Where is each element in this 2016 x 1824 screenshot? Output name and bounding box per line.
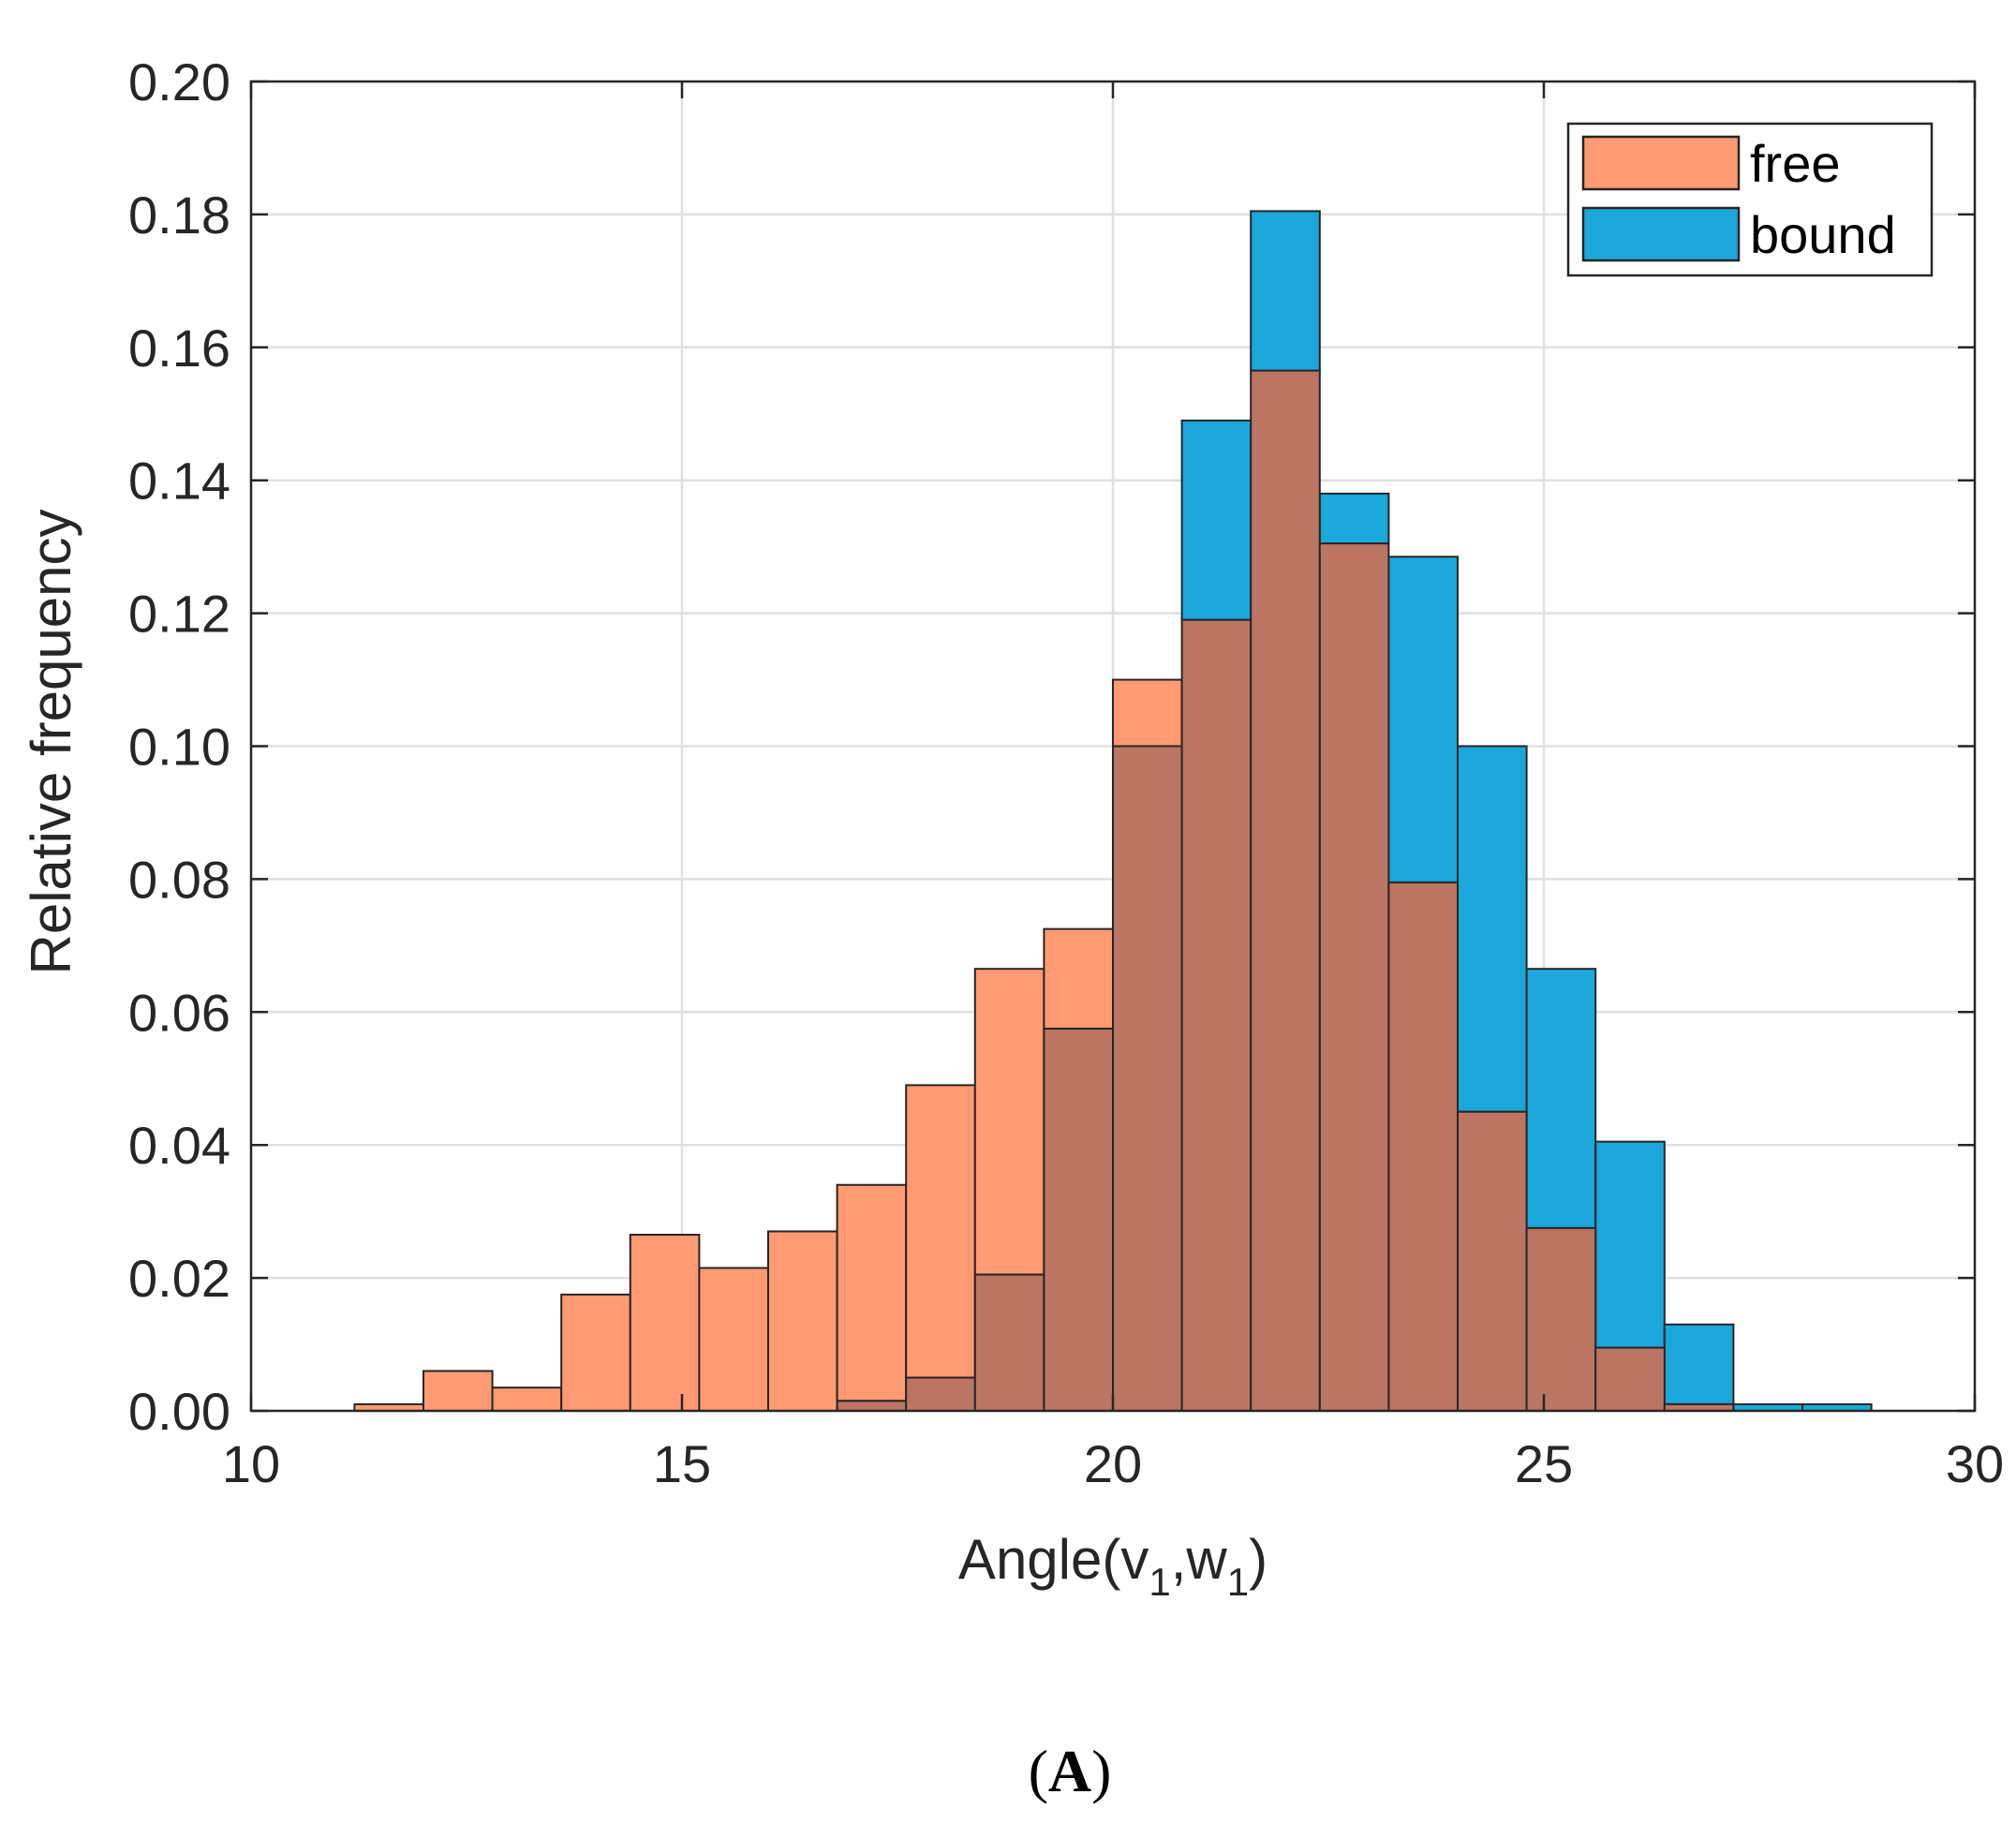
x-tick-label: 25	[1515, 1434, 1573, 1493]
x-tick-labels: 10 15 20 25 30	[222, 1434, 2004, 1493]
bound-bar	[1250, 210, 1321, 372]
x-axis-title: Angle(v1,w1)	[958, 1528, 1267, 1604]
y-tick-label: 0.18	[128, 185, 230, 245]
legend: free bound	[1566, 122, 1934, 277]
legend-swatch-bound	[1581, 206, 1741, 262]
panel-label: (A)	[1029, 1738, 1112, 1804]
free-bar	[1112, 678, 1183, 748]
overlap-bar	[1594, 1346, 1666, 1413]
bound-bar	[1180, 419, 1253, 621]
y-tick-label: 0.08	[128, 850, 230, 909]
plot-frame	[249, 80, 1977, 1413]
overlap-bar	[973, 1273, 1045, 1412]
overlap-bar	[1457, 1110, 1528, 1412]
y-tick-label: 0.00	[128, 1382, 230, 1441]
bound-bar	[1594, 1140, 1666, 1349]
overlap-bar	[836, 1400, 908, 1413]
free-bar	[1043, 927, 1115, 1031]
overlap-bars	[836, 369, 1735, 1413]
free-bar	[422, 1370, 494, 1413]
legend-label-free: free	[1750, 134, 1841, 193]
bound-bar	[1387, 556, 1460, 883]
bound-bar	[1663, 1323, 1735, 1405]
bound-series-bars	[1180, 210, 1873, 1413]
x-tick-label: 15	[653, 1434, 711, 1493]
free-bar	[560, 1293, 631, 1413]
legend-label-bound: bound	[1750, 205, 1896, 264]
x-tick-label: 30	[1946, 1434, 2004, 1493]
overlap-bar	[1250, 369, 1321, 1413]
free-bar	[629, 1233, 701, 1413]
legend-swatch-free	[1581, 135, 1741, 191]
free-bar	[905, 1084, 976, 1379]
y-tick-label: 0.06	[128, 983, 230, 1042]
y-tick-labels: 0.00 0.02 0.04 0.06 0.08 0.10 0.12 0.14 0.16 0.18…	[128, 52, 230, 1441]
free-series-bars	[353, 678, 1183, 1413]
y-tick-label: 0.20	[128, 52, 230, 111]
bound-bar	[1457, 745, 1528, 1113]
x-tick-label: 10	[222, 1434, 280, 1493]
y-tick-label: 0.02	[128, 1249, 230, 1308]
y-tick-label: 0.12	[128, 585, 230, 644]
free-bar	[973, 968, 1045, 1276]
bound-bar	[1318, 492, 1390, 545]
y-axis-title: Relative frequency	[20, 510, 82, 975]
overlap-bar	[1180, 618, 1253, 1412]
overlap-bar	[905, 1376, 976, 1413]
y-tick-label: 0.16	[128, 319, 230, 378]
free-bar	[698, 1267, 770, 1413]
overlap-bar	[1318, 542, 1390, 1412]
axes-frame	[249, 80, 1977, 1413]
free-bar	[491, 1387, 563, 1412]
y-tick-label: 0.04	[128, 1116, 230, 1175]
x-tick-label: 20	[1084, 1434, 1142, 1493]
free-bar	[767, 1230, 838, 1413]
free-bar	[836, 1183, 908, 1402]
overlap-bar	[1525, 1226, 1597, 1412]
y-tick-label: 0.10	[128, 718, 230, 777]
overlap-bar	[1043, 1028, 1115, 1412]
bound-bar	[1525, 968, 1597, 1229]
y-tick-label: 0.14	[128, 452, 230, 511]
overlap-bar	[1387, 881, 1460, 1412]
overlap-bar	[1112, 745, 1183, 1412]
